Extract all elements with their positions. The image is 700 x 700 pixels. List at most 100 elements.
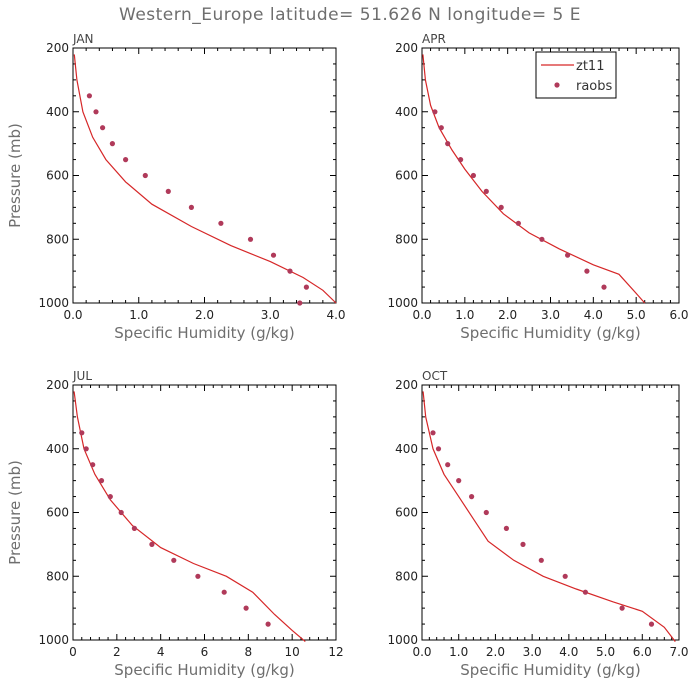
jan-series-raobs-point [188,204,194,210]
jan-xtick-label: 3.0 [261,308,280,322]
apr-series-raobs-point [539,236,545,242]
jul-xtick-label: 4 [157,645,165,659]
jul-series-raobs-point [98,478,105,484]
jan-series-raobs-point [270,252,277,258]
apr-xtick-label: 5.0 [627,308,646,322]
apr-ytick-label: 200 [395,41,418,55]
jul-series-raobs-point [265,621,271,627]
oct-xtick-label: 4.0 [559,645,578,659]
apr-xtick-label: 2.0 [498,308,517,322]
jul-series-raobs-point [90,462,96,468]
jul-xtick-label: 0 [69,645,77,659]
oct-x-axis-label: Specific Humidity (g/kg) [460,661,640,679]
jul-ytick-label: 600 [46,506,69,520]
apr-ytick-label: 400 [395,105,418,119]
jan-plot-frame [72,47,337,304]
oct-series-raobs-point [456,478,462,484]
jul-y-axis-label: Pressure (mb) [6,460,24,565]
jan-ytick-label: 600 [46,169,69,183]
jan-xtick-label: 0.0 [63,308,82,322]
jan-series-raobs-point [109,141,115,147]
oct-series-raobs-point [520,541,526,548]
apr-panel-name: APR [422,32,446,46]
oct-series-raobs-point [582,589,589,595]
jul-ytick-label: 1000 [38,633,69,647]
jul-series-raobs-point [171,557,177,563]
jul-xtick-label: 8 [245,645,253,659]
oct-series-raobs-point [619,605,625,611]
panel-jan: JAN 0.0 1.0 2.0 3.0 4.0 200 400 600 800 1000 Specif… [6,32,346,342]
apr-xtick-label: 4.0 [584,308,603,322]
apr-x-axis-label: Specific Humidity (g/kg) [460,324,640,342]
apr-series-raobs-point [515,220,522,226]
jul-series-raobs-point [195,573,201,579]
jul-panel-name: JUL [72,369,92,383]
apr-series-raobs-point [470,172,476,179]
panel-apr: APR 0.0 1.0 2.0 3.0 4.0 5.0 6.0 200 400 600 800 1000… [387,32,688,342]
oct-xtick-label: 5.0 [596,645,615,659]
panel-oct: OCT 0.0 1.0 2.0 3.0 4.0 5.0 6.0 7.0 200 400 600 800 1… [387,369,688,679]
apr-series-zt11-line [422,54,646,304]
apr-series-raobs-point [565,252,571,258]
jul-series-raobs-point [79,430,85,436]
jan-series-raobs-point [287,268,293,274]
jan-series-raobs-point [297,300,303,306]
oct-series-raobs-point [503,525,509,532]
apr-series-raobs-point [432,109,438,115]
apr-xtick-label: 0.0 [412,308,431,322]
jan-series-raobs-point [165,188,171,194]
oct-panel-name: OCT [422,369,448,383]
apr-series-raobs-point [438,125,444,131]
oct-ytick-label: 600 [395,506,418,520]
panel-jul: JUL 0 2 4 6 8 10 12 200 400 600 800 1000 Specific Hum… [6,369,344,679]
jul-x-axis-label: Specific Humidity (g/kg) [114,661,294,679]
apr-series-raobs-point [584,268,590,274]
jul-series-raobs-point [149,541,155,548]
oct-ytick-label: 800 [395,569,418,583]
jan-ytick-label: 1000 [38,296,69,310]
oct-series-raobs-point [648,621,655,627]
jul-series-raobs-point [118,509,124,516]
jul-series-zt11-line [73,391,306,643]
oct-ytick-label: 400 [395,442,418,456]
jul-plot-frame [72,384,337,641]
legend-raobs-label: raobs [576,79,613,94]
oct-ytick-label: 200 [395,378,418,392]
apr-series-raobs-point [498,204,504,210]
jan-ytick-label: 800 [46,232,69,246]
jan-ytick-label: 400 [46,105,69,119]
apr-xtick-label: 6.0 [669,308,688,322]
oct-series-raobs-point [430,430,436,436]
jul-ytick-label: 200 [46,378,69,392]
apr-ytick-label: 800 [395,232,418,246]
jul-series-raobs-point [221,589,227,595]
apr-xtick-label: 1.0 [455,308,474,322]
oct-xtick-label: 3.0 [523,645,542,659]
legend-box [535,51,617,99]
apr-series-raobs-point [445,141,451,147]
oct-series-raobs-point [538,557,544,563]
jan-panel-name: JAN [72,32,94,46]
oct-series-raobs-point [483,509,489,516]
jan-series-raobs-point [123,157,129,163]
oct-ytick-label: 1000 [387,633,418,647]
jul-xtick-label: 6 [201,645,209,659]
jul-xtick-label: 12 [328,645,343,659]
jul-series-raobs-point [83,446,89,452]
jan-xtick-label: 2.0 [195,308,214,322]
apr-ytick-label: 1000 [387,296,418,310]
oct-series-zt11-line [422,391,676,642]
oct-xtick-label: 6.0 [633,645,652,659]
oct-series-raobs-point [435,446,442,452]
jan-xtick-label: 4.0 [326,308,345,322]
jan-series-raobs-point [247,236,254,242]
jan-series-raobs-point [142,172,148,179]
oct-xtick-label: 7.0 [669,645,688,659]
legend-raobs-swatch [554,82,560,88]
apr-series-raobs-point [483,188,489,194]
legend-zt11-label: zt11 [576,59,604,74]
jan-series-raobs-point [218,220,224,226]
oct-series-raobs-point [469,494,475,500]
jan-series-raobs-point [93,109,99,115]
